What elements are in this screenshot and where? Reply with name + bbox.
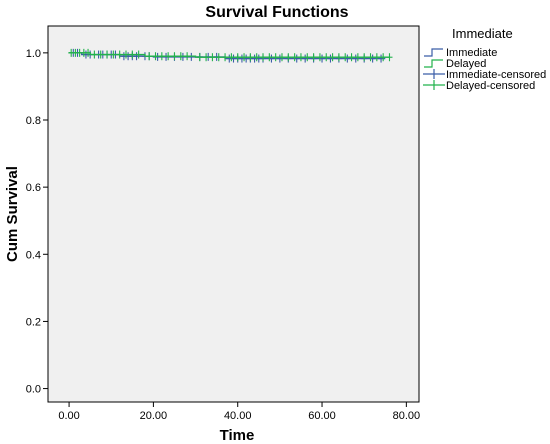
x-axis-label: Time <box>220 427 255 444</box>
legend-item-delayed: Delayed <box>424 58 486 70</box>
y-axis: 0.0 0.2 0.4 0.6 0.8 1.0 <box>26 48 48 396</box>
y-tick-label: 0.0 <box>26 384 41 396</box>
censor-mark-delayed <box>209 53 216 62</box>
y-tick-label: 0.2 <box>26 316 41 328</box>
x-tick-label: 40.00 <box>224 410 252 422</box>
censor-mark-delayed <box>342 53 349 62</box>
legend-swatch-step <box>424 48 443 57</box>
censor-mark-delayed <box>285 53 292 62</box>
censor-mark-delayed <box>129 50 136 59</box>
censor-mark-delayed <box>122 50 129 59</box>
censor-mark-delayed <box>297 53 304 62</box>
censor-mark-delayed <box>310 53 317 62</box>
series-delayed <box>68 48 393 62</box>
censor-mark-delayed <box>215 53 222 62</box>
censor-mark-delayed <box>184 52 191 61</box>
censor-mark-delayed <box>323 53 330 62</box>
legend-label: Delayed-censored <box>446 80 535 92</box>
censor-mark-delayed <box>380 53 387 62</box>
y-axis-label: Cum Survival <box>4 166 21 262</box>
censor-mark-delayed <box>260 53 267 62</box>
censor-mark-delayed <box>348 53 355 62</box>
censor-mark-delayed <box>335 53 342 62</box>
censor-mark-delayed <box>247 53 254 62</box>
censor-mark-delayed <box>171 52 178 61</box>
legend-item-immediate-censored: Immediate-censored <box>423 69 546 81</box>
legend-label: Immediate <box>446 47 497 59</box>
censor-mark-delayed <box>373 53 380 62</box>
censor-mark-delayed <box>253 53 260 62</box>
censor-mark-delayed <box>234 53 241 62</box>
plot-area <box>47 25 420 403</box>
censor-mark-delayed <box>291 53 298 62</box>
x-tick-label: 0.00 <box>58 410 79 422</box>
legend-swatch-step <box>424 59 443 68</box>
censor-mark-delayed <box>165 52 172 61</box>
censor-mark-delayed <box>278 53 285 62</box>
y-tick-label: 0.8 <box>26 115 41 127</box>
legend: Immediate ImmediateDelayedImmediate-cens… <box>423 26 546 92</box>
censor-mark-delayed <box>152 52 159 61</box>
legend-item-immediate: Immediate <box>424 47 497 59</box>
censor-mark-delayed <box>116 50 123 59</box>
censor-mark-delayed <box>354 53 361 62</box>
y-tick-label: 1.0 <box>26 48 41 60</box>
censor-mark-delayed <box>158 52 165 61</box>
censor-mark-delayed <box>85 48 92 57</box>
legend-label: Delayed <box>446 58 486 70</box>
legend-label: Immediate-censored <box>446 69 546 81</box>
censor-mark-delayed <box>228 53 235 62</box>
censor-mark-delayed <box>97 50 104 59</box>
series-layer <box>68 48 393 63</box>
censor-mark-delayed <box>135 50 142 59</box>
censor-mark-delayed <box>304 53 311 62</box>
x-tick-label: 20.00 <box>140 410 168 422</box>
censor-mark-delayed <box>272 53 279 62</box>
censor-mark-delayed <box>386 53 393 62</box>
y-tick-label: 0.6 <box>26 182 41 194</box>
legend-item-delayed-censored: Delayed-censored <box>423 80 535 92</box>
censor-mark-delayed <box>241 53 248 62</box>
y-tick-label: 0.4 <box>26 249 41 261</box>
censor-mark-delayed <box>196 53 203 62</box>
censor-mark-delayed <box>329 53 336 62</box>
censor-mark-delayed <box>367 53 374 62</box>
censor-mark-delayed <box>316 53 323 62</box>
censor-mark-delayed <box>110 50 117 59</box>
x-tick-label: 80.00 <box>393 410 421 422</box>
chart-title: Survival Functions <box>205 4 348 21</box>
censor-mark-delayed <box>203 53 210 62</box>
censor-mark-delayed <box>222 53 229 62</box>
legend-title: Immediate <box>452 26 513 41</box>
censor-mark-delayed <box>91 50 98 59</box>
x-tick-label: 60.00 <box>308 410 336 422</box>
censor-mark-delayed <box>104 50 111 59</box>
censor-mark-delayed <box>361 53 368 62</box>
censor-mark-delayed <box>266 53 273 62</box>
censor-mark-delayed <box>146 52 153 61</box>
x-axis: 0.00 20.00 40.00 60.00 80.00 <box>58 402 420 422</box>
censor-mark-delayed <box>177 52 184 61</box>
